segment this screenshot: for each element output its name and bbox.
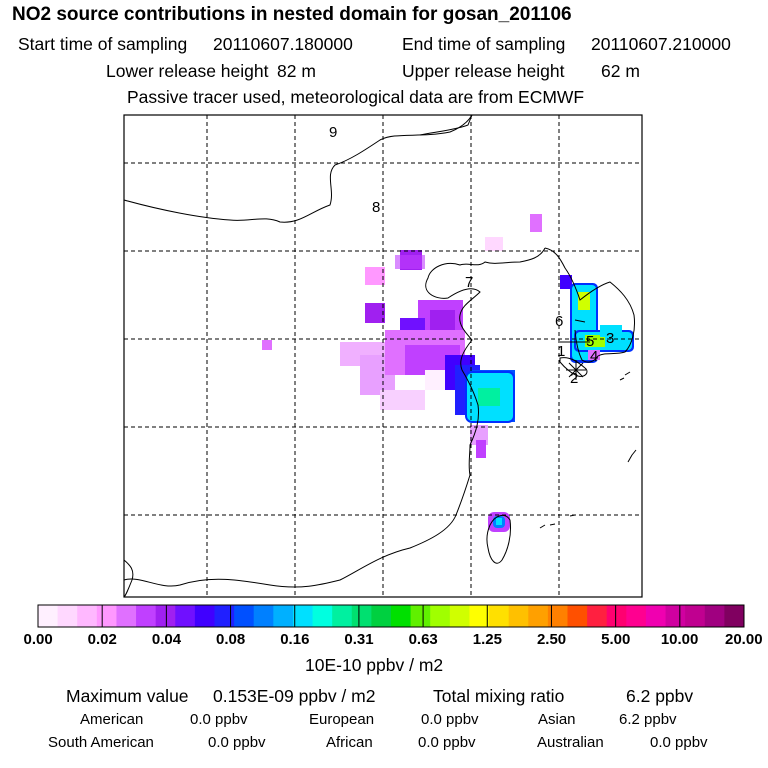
map-label-2: 2	[570, 370, 579, 387]
colorbar-swatch	[626, 605, 647, 627]
colorbar-tick-label: 0.04	[151, 631, 182, 648]
colorbar-unit: 10E-10 ppbv / m2	[305, 655, 444, 675]
colorbar-tick-label: 20.00	[725, 631, 763, 648]
colorbar-swatch	[332, 605, 353, 627]
colorbar-swatch	[77, 605, 98, 627]
upper-release-value: 62 m	[601, 61, 640, 81]
map-label-8: 8	[372, 199, 381, 216]
colorbar-swatch	[57, 605, 78, 627]
region-asian-name: Asian	[538, 711, 576, 728]
colorbar-swatch	[606, 605, 627, 627]
colorbar-swatch	[508, 605, 529, 627]
colorbar-tick-label: 1.25	[472, 631, 502, 648]
colorbar-tick-label: 0.31	[344, 631, 374, 648]
total-mixing-label: Total mixing ratio	[433, 686, 565, 706]
colorbar-swatch	[351, 605, 372, 627]
colorbar-swatch	[155, 605, 176, 627]
colorbar-tick-label: 5.00	[601, 631, 631, 648]
colorbar-swatch	[449, 605, 470, 627]
lower-release-value: 82 m	[277, 61, 316, 81]
colorbar-swatch	[704, 605, 725, 627]
start-time-value: 20110607.180000	[213, 34, 353, 54]
colorbar-tick-label: 0.08	[216, 631, 246, 648]
map-label-6: 6	[555, 313, 564, 330]
plume-field	[262, 214, 634, 532]
colorbar-swatch	[489, 605, 510, 627]
map-label-5: 5	[586, 333, 595, 350]
colorbar-tick-label: 0.63	[408, 631, 438, 648]
colorbar-swatch	[273, 605, 294, 627]
colorbar-tick-label: 10.00	[660, 631, 699, 648]
colorbar-swatch	[116, 605, 137, 627]
colorbar-swatch	[371, 605, 392, 627]
colorbar	[37, 604, 745, 628]
max-value-label: Maximum value	[66, 686, 189, 706]
region-south-american-value: 0.0 ppbv	[208, 734, 266, 751]
lower-release-label: Lower release height	[106, 61, 269, 81]
colorbar-swatch	[430, 605, 451, 627]
colorbar-tick-label: 0.16	[280, 631, 310, 648]
colorbar-swatch	[96, 605, 117, 627]
colorbar-swatch	[410, 605, 431, 627]
end-time-value: 20110607.210000	[591, 34, 731, 54]
region-european-name: European	[309, 711, 375, 728]
region-african-value: 0.0 ppbv	[418, 734, 476, 751]
colorbar-swatch	[194, 605, 215, 627]
colorbar-swatch	[175, 605, 196, 627]
colorbar-tick-label: 0.00	[23, 631, 53, 648]
map-label-3: 3	[606, 330, 615, 347]
colorbar-swatch	[38, 605, 59, 627]
coastlines	[123, 114, 637, 598]
colorbar-swatch	[234, 605, 255, 627]
region-american-value: 0.0 ppbv	[190, 711, 248, 728]
map-label-1: 1	[557, 343, 566, 360]
region-south-american-name: South American	[48, 734, 154, 751]
graticule	[124, 115, 642, 597]
colorbar-swatch	[214, 605, 235, 627]
colorbar-swatch	[253, 605, 274, 627]
start-time-label: Start time of sampling	[18, 34, 188, 54]
colorbar-swatch	[645, 605, 667, 627]
map-label-4: 4	[590, 348, 599, 365]
region-australian-value: 0.0 ppbv	[650, 734, 708, 751]
max-value: 0.153E-09 ppbv / m2	[213, 686, 376, 706]
receptor-star-icon	[566, 360, 586, 380]
region-asian-value: 6.2 ppbv	[619, 711, 677, 728]
upper-release-label: Upper release height	[402, 61, 565, 81]
colorbar-swatch	[469, 605, 490, 627]
end-time-label: End time of sampling	[402, 34, 566, 54]
region-european-value: 0.0 ppbv	[421, 711, 479, 728]
colorbar-swatch	[567, 605, 588, 627]
total-mixing-value: 6.2 ppbv	[626, 686, 694, 706]
colorbar-swatch	[724, 605, 745, 627]
region-african-name: African	[326, 734, 373, 751]
colorbar-swatch	[547, 605, 568, 627]
map-label-9: 9	[329, 124, 338, 141]
map-label-7: 7	[465, 274, 474, 291]
region-american-name: American	[80, 711, 144, 728]
colorbar-swatch	[391, 605, 412, 627]
colorbar-swatch	[528, 605, 549, 627]
colorbar-swatch	[665, 605, 686, 627]
map-title: NO2 source contributions in nested domai…	[12, 4, 572, 25]
colorbar-swatch	[312, 605, 333, 627]
colorbar-tick-label: 2.50	[536, 631, 567, 648]
tracer-note: Passive tracer used, meteorological data…	[127, 87, 585, 107]
map-frame	[123, 114, 643, 598]
region-australian-name: Australian	[537, 734, 604, 751]
colorbar-swatch	[685, 605, 706, 627]
colorbar-swatch	[292, 605, 314, 627]
colorbar-swatch	[136, 605, 157, 627]
colorbar-swatch	[587, 605, 608, 627]
colorbar-frame	[37, 604, 745, 628]
colorbar-tick-label: 0.02	[87, 631, 117, 648]
